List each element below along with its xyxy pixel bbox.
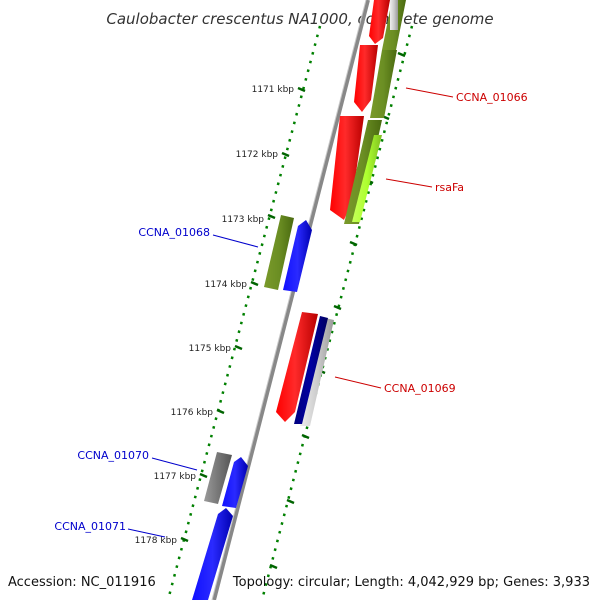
label-line-rsafa	[385, 178, 433, 188]
label-line-ccna01069	[334, 376, 382, 389]
tick-label: 1175 kbp	[189, 344, 232, 354]
tick-1176: 1176 kbp	[171, 408, 225, 418]
feature-red-ccna01069	[276, 312, 318, 422]
label-line-ccna01070	[151, 457, 198, 471]
tick-1172: 1172 kbp	[236, 150, 290, 160]
genome-backbone	[212, 0, 370, 600]
gene-label-ccna01071: CCNA_01071	[54, 520, 126, 533]
gene-label-ccna01069: CCNA_01069	[384, 382, 456, 395]
feature-silver-top	[390, 0, 398, 30]
feature-blue-ccna01070	[222, 457, 248, 508]
feature-red-rsafa	[330, 116, 364, 220]
tick-label: 1171 kbp	[252, 85, 295, 95]
tick-1173: 1173 kbp	[222, 213, 276, 225]
map-title: Caulobacter crescentus NA1000, complete …	[106, 10, 493, 28]
tick-label: 1172 kbp	[236, 150, 279, 160]
feature-gray-ccna01070	[204, 452, 232, 504]
tick-label: 1174 kbp	[205, 280, 248, 290]
gene-label-ccna01066: CCNA_01066	[456, 91, 528, 104]
tick-1177: 1177 kbp	[154, 472, 208, 482]
outer-dotted-track	[166, 25, 322, 600]
label-line-ccna01068	[212, 234, 259, 248]
label-line-ccna01066	[405, 87, 454, 98]
feature-lime-rsafa	[352, 135, 382, 222]
gene-label-ccna01068: CCNA_01068	[138, 226, 210, 239]
tick-label: 1176 kbp	[171, 408, 214, 418]
tick-1171: 1171 kbp	[252, 85, 306, 95]
feature-blue-ccna01071	[192, 508, 233, 600]
tick-label: 1173 kbp	[222, 215, 265, 225]
tick-1178: 1178 kbp	[135, 536, 189, 546]
tick-label: 1178 kbp	[135, 536, 178, 546]
feature-red-top	[369, 0, 390, 44]
tick-1175: 1175 kbp	[189, 344, 243, 354]
feature-blue-ccna01068	[283, 220, 312, 292]
tick-label: 1177 kbp	[154, 472, 197, 482]
feature-olive-ccna01066	[370, 50, 397, 118]
feature-red-ccna01066	[354, 45, 378, 112]
tick-1174: 1174 kbp	[205, 280, 259, 290]
feature-silver-ccna01069	[300, 318, 334, 426]
feature-navy-ccna01069	[294, 316, 328, 424]
label-line-ccna01071	[127, 528, 166, 538]
gene-label-ccna01070: CCNA_01070	[77, 449, 149, 462]
topology-text: Topology: circular; Length: 4,042,929 bp…	[232, 575, 590, 590]
gene-label-rsafa: rsaFa	[435, 181, 464, 194]
feature-olive-ccna01068	[264, 215, 294, 290]
accession-text: Accession: NC_011916	[8, 575, 156, 590]
